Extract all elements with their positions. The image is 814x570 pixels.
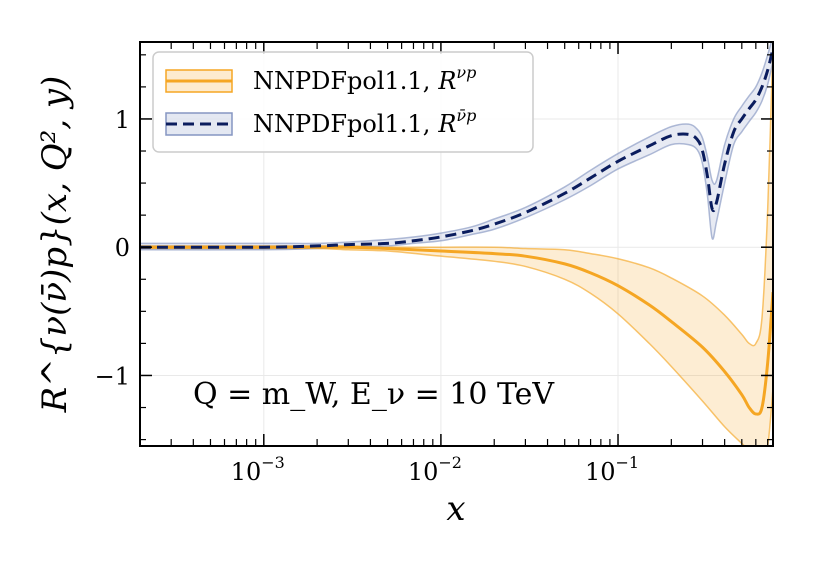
band-fill-0 [140, 42, 773, 446]
legend: NNPDFpol1.1, Rνp NNPDFpol1.1, Rν̄p [152, 51, 534, 153]
series-line-1 [140, 48, 773, 249]
band-edge-lower-1 [140, 61, 773, 251]
legend-label-0: NNPDFpol1.1, Rνp [253, 63, 476, 95]
y-tick-label: 0 [115, 234, 130, 262]
band-edge-lower-0 [140, 247, 773, 446]
x-tick-label: 10−2 [408, 453, 462, 486]
legend-label-1: NNPDFpol1.1, Rν̄p [253, 106, 476, 138]
y-axis-title: R^{ν(ν̄)p}(x, Q², y) [35, 76, 75, 414]
legend-frame [152, 51, 534, 153]
series-line-0 [140, 245, 773, 416]
x-tick-labels: 10−3 10−2 10−1 [231, 453, 639, 486]
y-tick-labels: −1 0 1 [95, 106, 130, 391]
axis-ticks [139, 42, 773, 446]
band-edge-upper-1 [140, 42, 773, 245]
y-tick-label: 1 [115, 106, 130, 134]
x-axis-title: x [446, 489, 465, 529]
plot-frame [139, 41, 774, 447]
y-tick-label: −1 [95, 362, 130, 390]
x-tick-label: 10−3 [231, 453, 285, 486]
annotation-text: Q = m_W, E_ν = 10 TeV [193, 377, 555, 412]
series-lines [140, 48, 773, 416]
x-tick-label: 10−1 [585, 453, 639, 486]
